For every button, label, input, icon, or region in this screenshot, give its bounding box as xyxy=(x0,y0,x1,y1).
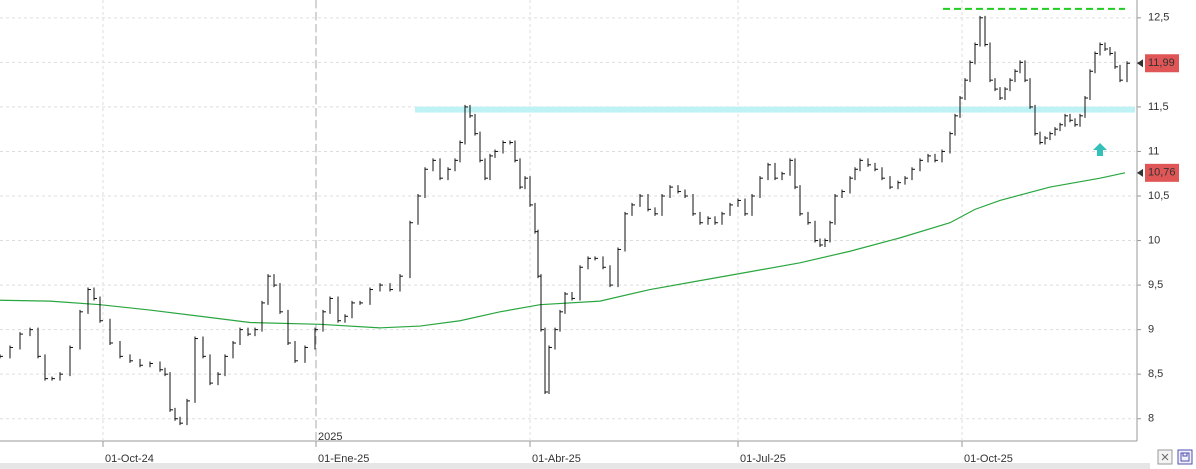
support-band xyxy=(415,106,1135,113)
price-tag-pointer xyxy=(1137,59,1143,68)
y-tick-label: 8 xyxy=(1148,413,1154,425)
price-tag-label: 10,76 xyxy=(1148,167,1176,179)
x-tick-label: 01-Abr-25 xyxy=(532,453,581,465)
y-tick-label: 11 xyxy=(1148,145,1159,157)
y-tick-label: 9 xyxy=(1148,324,1154,336)
x-tick-label: 01-Jul-25 xyxy=(740,453,786,465)
year-label: 2025 xyxy=(318,431,342,443)
nav-icon xyxy=(1161,453,1169,461)
y-tick-label: 12,5 xyxy=(1148,12,1169,24)
y-tick-label: 11,5 xyxy=(1148,101,1169,113)
y-tick-label: 10 xyxy=(1148,234,1160,246)
price-tag-pointer xyxy=(1137,168,1143,177)
price-tag-label: 11,99 xyxy=(1148,57,1175,69)
price-tag xyxy=(1145,54,1179,73)
scrollbar[interactable] xyxy=(0,463,1150,469)
y-tick-label: 9,5 xyxy=(1148,279,1163,291)
x-tick-label: 01-Oct-25 xyxy=(964,453,1013,465)
x-tick-label: 01-Oct-24 xyxy=(105,453,154,465)
x-tick-label: 01-Ene-25 xyxy=(318,453,369,465)
save-button[interactable] xyxy=(1177,449,1193,465)
moving-average xyxy=(0,172,1126,329)
price-tag xyxy=(1145,163,1179,182)
arrow-up xyxy=(1093,143,1107,156)
y-tick-label: 10,5 xyxy=(1148,190,1169,202)
y-tick-label: 8,5 xyxy=(1148,368,1163,380)
save-icon xyxy=(1180,452,1190,462)
